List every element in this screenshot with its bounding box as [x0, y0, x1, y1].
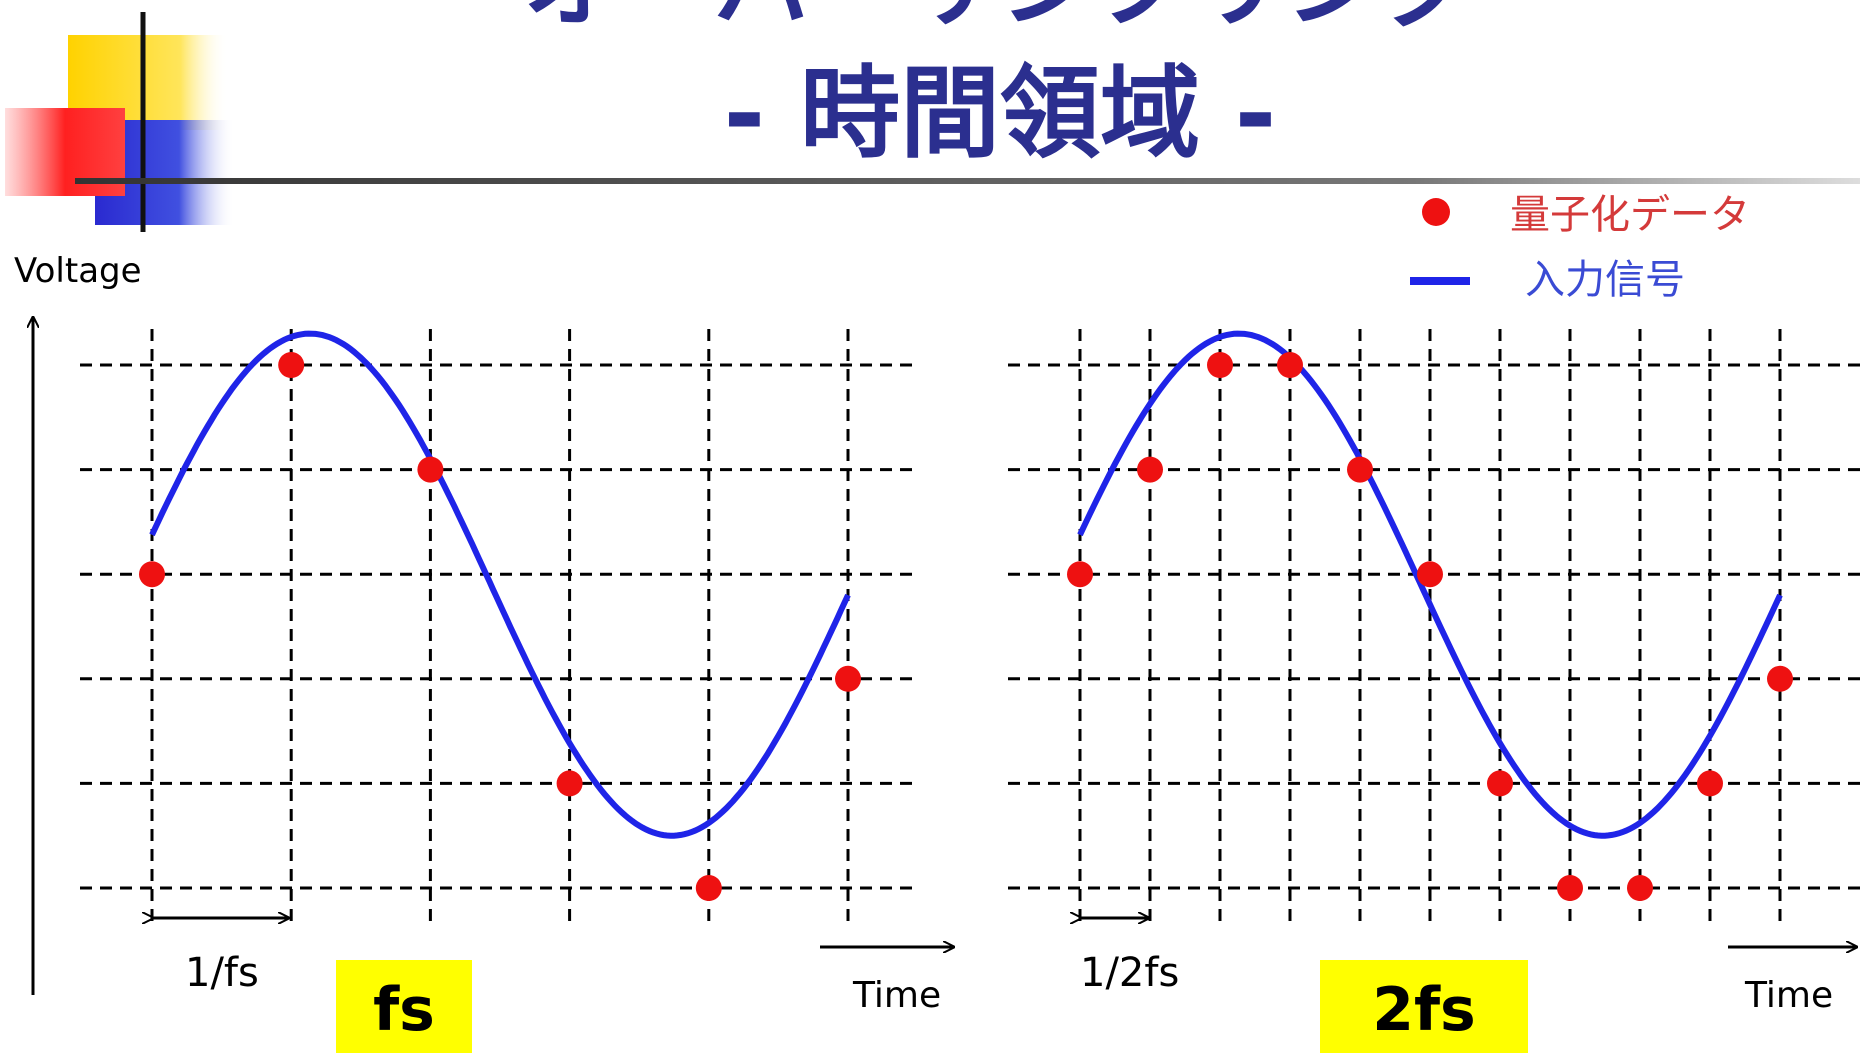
period-label: 1/2fs — [1080, 950, 1179, 996]
input-signal-curve — [149, 330, 851, 839]
legend-signal-label: 入力信号 — [1525, 257, 1685, 303]
slide-title-line1: オーバーサンプリング — [523, 0, 1477, 41]
input-signal-curve — [1077, 330, 1783, 839]
legend-sample-label: 量子化データ — [1510, 192, 1750, 238]
sample-point — [556, 770, 583, 797]
sample-point — [139, 561, 165, 588]
corner-logo — [5, 12, 235, 232]
sample-point — [1207, 352, 1233, 378]
rate-label-box — [1320, 960, 1528, 1053]
sample-point — [1417, 561, 1443, 588]
period-label: 1/fs — [185, 950, 259, 996]
rate-label: 2fs — [1372, 975, 1476, 1045]
rate-label-box — [336, 960, 472, 1053]
sample-point — [1767, 665, 1793, 692]
sample-point — [1137, 456, 1163, 483]
x-axis-label: Time — [852, 975, 941, 1016]
sample-point — [1627, 875, 1653, 901]
legend: 量子化データ 入力信号 — [1410, 192, 1750, 303]
sample-point — [695, 875, 722, 901]
sample-point — [1487, 770, 1513, 797]
sample-point — [1347, 456, 1373, 483]
grid — [1008, 329, 1860, 926]
x-axis-label: Time — [1744, 975, 1833, 1016]
y-axis-label: Voltage — [14, 251, 142, 291]
sample-points — [1067, 352, 1793, 901]
chart-2fs: 1/2fs 2fs Time — [1008, 329, 1860, 1053]
sample-point — [1277, 352, 1303, 378]
sample-point — [1697, 770, 1723, 797]
title-rule — [75, 178, 1860, 184]
sample-point — [835, 665, 861, 692]
sample-point — [1067, 561, 1093, 588]
chart-fs: 1/fs fs Time — [80, 329, 953, 1053]
sample-point — [278, 352, 305, 378]
sample-point — [417, 456, 444, 483]
slide-title-line2: - 時間領域 - — [724, 55, 1277, 172]
sample-points — [139, 352, 861, 901]
rate-label: fs — [373, 975, 435, 1045]
grid — [80, 329, 920, 926]
legend-sample-marker — [1422, 198, 1450, 226]
sample-point — [1557, 875, 1583, 901]
